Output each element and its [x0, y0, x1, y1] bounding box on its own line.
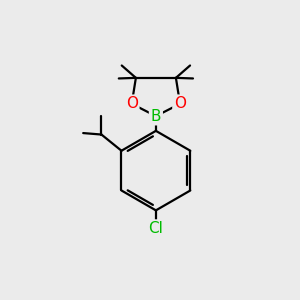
Text: B: B — [151, 109, 161, 124]
Text: Cl: Cl — [148, 221, 163, 236]
Text: O: O — [126, 96, 138, 111]
Text: O: O — [174, 96, 186, 111]
